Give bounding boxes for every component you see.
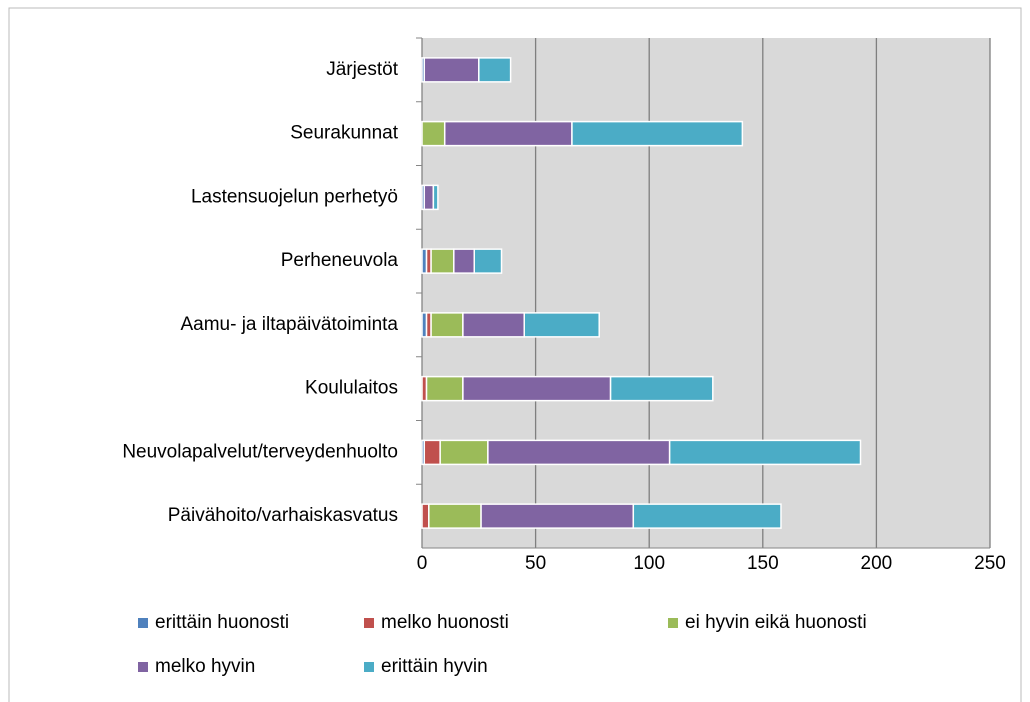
chart-frame	[8, 7, 1022, 702]
y-tick-label: Neuvolapalvelut/terveydenhuolto	[122, 441, 398, 462]
legend-label: melko huonosti	[381, 612, 509, 633]
bar-segment	[473, 248, 503, 274]
bar-segment	[430, 248, 455, 274]
bar-segment	[668, 439, 862, 466]
bar-segment	[478, 57, 512, 83]
y-tick-label: Järjestöt	[326, 59, 399, 80]
legend-swatch	[364, 662, 374, 672]
bar-segment	[425, 375, 464, 402]
bar-segment	[632, 503, 782, 529]
bar-segment	[453, 248, 476, 274]
bar-segment	[421, 120, 446, 147]
x-tick-label: 250	[974, 553, 1006, 574]
legend-label: erittäin huonosti	[155, 612, 289, 633]
legend-label: ei hyvin eikä huonosti	[685, 612, 867, 633]
bar-segment	[480, 503, 635, 529]
y-tick-label: Päivähoito/varhaiskasvatus	[168, 505, 398, 526]
bar-segment	[423, 439, 441, 466]
legend-label: erittäin hyvin	[381, 656, 488, 677]
bar-segment	[462, 312, 525, 338]
bar-segment	[430, 312, 464, 338]
y-tick-label: Perheneuvola	[281, 250, 399, 271]
legend-swatch	[138, 618, 148, 628]
legend-label: melko hyvin	[155, 656, 255, 677]
bar-segment	[432, 184, 439, 211]
bar-segment	[487, 439, 671, 466]
x-tick-label: 0	[417, 553, 428, 574]
plot-area	[422, 38, 990, 548]
x-tick-label: 50	[525, 553, 546, 574]
legend-swatch	[668, 618, 678, 628]
y-tick-label: Seurakunnat	[290, 123, 398, 144]
legend-swatch	[364, 618, 374, 628]
y-tick-label: Aamu- ja iltapäivätoiminta	[180, 314, 398, 335]
bar-segment	[421, 503, 430, 529]
bar-segment	[443, 120, 573, 147]
bar-segment	[439, 439, 489, 466]
x-tick-label: 200	[861, 553, 893, 574]
bar-segment	[423, 184, 435, 211]
bar-segment	[609, 375, 714, 402]
y-tick-label: Lastensuojelun perhetyö	[191, 186, 398, 207]
legend-swatch	[138, 662, 148, 672]
y-tick-label: Koululaitos	[305, 378, 398, 399]
x-tick-label: 150	[747, 553, 779, 574]
bar-segment	[423, 57, 480, 83]
bar-segment	[571, 120, 744, 147]
bar-segment	[462, 375, 612, 402]
bar-segment	[523, 312, 600, 338]
x-tick-label: 100	[633, 553, 665, 574]
bar-segment	[428, 503, 482, 529]
